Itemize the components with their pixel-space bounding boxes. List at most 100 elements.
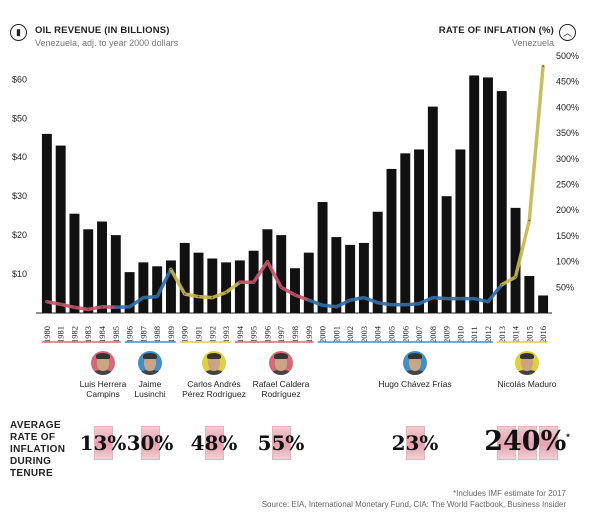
x-tick-label: 1993: [221, 326, 231, 343]
banknote-image: [140, 426, 160, 460]
banknote-image: [496, 426, 558, 460]
average-inflation-value: 240%*: [484, 426, 570, 457]
portrait-icon: [138, 351, 162, 375]
x-tick-label: 2007: [414, 326, 424, 343]
oil-revenue-bar: [524, 276, 535, 313]
source-note: Source: EIA, International Monetary Fund…: [261, 500, 566, 509]
banknote: [405, 426, 425, 460]
inflation-line-segment: [500, 64, 545, 287]
x-tick-label: 1980: [42, 326, 52, 343]
oil-revenue-bar: [441, 196, 452, 313]
inflation-point: [500, 283, 503, 286]
inflation-point: [197, 295, 200, 298]
banknote: [204, 426, 224, 460]
inflation-point: [542, 65, 545, 68]
portrait-icon: [269, 351, 293, 375]
y-right-tick-label: 450%: [556, 77, 579, 87]
inflation-point: [101, 305, 103, 308]
average-inflation-value: 55%: [257, 431, 305, 455]
inflation-point: [183, 293, 186, 295]
banknote-image: [271, 426, 291, 460]
x-tick-label: 2002: [345, 326, 355, 343]
inflation-point: [349, 299, 352, 302]
y-right-tick-label: 100%: [556, 257, 579, 267]
inflation-line-segment: [238, 259, 311, 302]
banknote-image: [204, 426, 224, 460]
x-tick-label: 2009: [442, 326, 452, 343]
y-left-tick-label: $60: [12, 74, 27, 84]
oil-revenue-bar: [207, 258, 218, 313]
y-left-tick-label: $40: [12, 152, 27, 162]
x-tick-label: 2003: [359, 326, 369, 343]
oil-revenue-bar: [276, 235, 287, 313]
banknote: [271, 426, 291, 460]
left-axis-subtitle: Venezuela, adj. to year 2000 dollars: [35, 38, 179, 48]
oil-revenue-bar: [317, 202, 328, 313]
right-axis-subtitle: Venezuela: [511, 38, 554, 48]
x-tick-label: 2004: [373, 325, 383, 343]
oil-revenue-bar: [455, 149, 466, 313]
x-tick-label: 2011: [469, 326, 479, 343]
oil-revenue-bar: [427, 106, 438, 313]
oil-revenue-bar: [55, 145, 66, 313]
oil-revenue-bar: [345, 244, 356, 313]
banknote-image: [405, 426, 425, 460]
inflation-point: [487, 300, 489, 303]
average-inflation-value: 48%: [190, 431, 238, 455]
footnote: *Includes IMF estimate for 2017: [453, 489, 566, 498]
inflation-point: [376, 301, 379, 304]
inflation-line-segment: [45, 299, 118, 312]
oil-revenue-bar: [179, 242, 190, 313]
inflation-point: [390, 303, 393, 306]
president-name: Rafael Caldera Rodríguez: [252, 379, 310, 399]
banknote: [538, 426, 558, 460]
inflation-point: [321, 304, 324, 307]
oil-revenue-bar: [124, 272, 135, 313]
oil-revenue-bar: [69, 213, 80, 313]
bar-chart-icon: ▮: [10, 24, 27, 41]
inflation-point: [294, 294, 296, 296]
y-left-tick-label: $10: [12, 269, 27, 279]
inflation-point: [211, 296, 214, 299]
left-axis-title: OIL REVENUE (IN BILLIONS): [35, 25, 170, 36]
inflation-point: [45, 300, 48, 303]
x-tick-label: 1981: [56, 326, 66, 343]
oil-revenue-bar: [165, 260, 176, 313]
inflation-point: [459, 297, 462, 300]
banknote: [140, 426, 160, 460]
x-tick-label: 2000: [318, 326, 328, 343]
oil-revenue-bar: [152, 266, 163, 313]
y-right-tick-label: 200%: [556, 205, 579, 215]
y-left-tick-label: $50: [12, 113, 27, 123]
x-tick-label: 2006: [400, 326, 410, 343]
y-right-tick-label: 400%: [556, 102, 579, 112]
oil-revenue-bar: [414, 149, 425, 313]
oil-revenue-bar: [193, 252, 204, 313]
x-tick-label: 1984: [97, 325, 107, 343]
oil-revenue-bar: [83, 229, 94, 313]
inflation-point: [266, 260, 269, 263]
x-tick-label: 1983: [83, 326, 93, 343]
chevron-up-icon: ︿: [559, 24, 576, 41]
x-tick-label: 1988: [152, 326, 162, 343]
x-tick-label: 1991: [194, 326, 204, 343]
inflation-point: [156, 295, 159, 298]
president-label: Nicolás Maduro: [482, 351, 572, 389]
oil-revenue-bar: [510, 207, 521, 313]
inflation-point: [170, 268, 172, 271]
x-tick-label: 2012: [483, 326, 493, 343]
x-tick-label: 1987: [138, 326, 148, 343]
inflation-point: [59, 303, 62, 306]
oil-revenue-bar: [110, 235, 121, 313]
x-tick-label: 1992: [207, 326, 217, 343]
portrait-icon: [91, 351, 115, 375]
oil-revenue-bar: [372, 211, 383, 313]
inflation-point: [307, 299, 310, 302]
inflation-point: [445, 297, 448, 300]
y-right-tick-label: 150%: [556, 231, 579, 241]
x-tick-label: 2013: [497, 326, 507, 343]
x-tick-label: 1982: [69, 326, 79, 343]
oil-revenue-bar: [358, 242, 369, 313]
portrait-icon: [403, 351, 427, 375]
